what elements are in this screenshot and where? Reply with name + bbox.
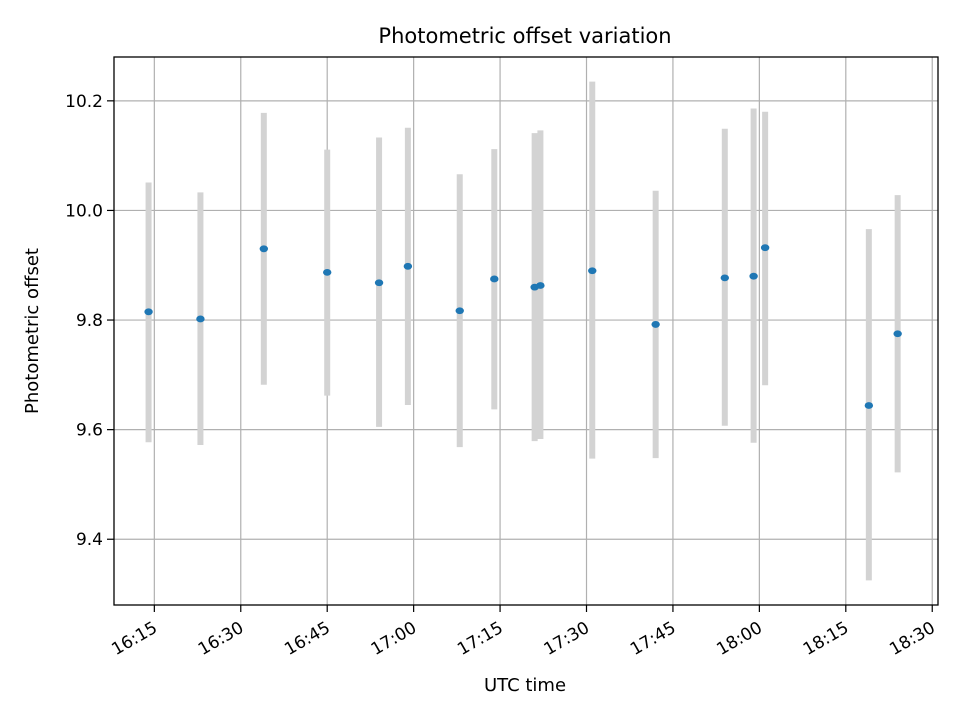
data-point (760, 244, 770, 252)
data-point (455, 307, 464, 315)
data-point (374, 279, 384, 287)
plot-frame (113, 56, 939, 606)
data-point (323, 268, 332, 276)
y-tick-label: 10.0 (65, 201, 103, 221)
data-point (893, 330, 902, 338)
y-tick-label: 10.2 (65, 92, 103, 112)
data-point (490, 275, 499, 283)
data-point (720, 274, 729, 282)
data-point (651, 321, 660, 328)
chart-title: Photometric offset variation (378, 24, 671, 48)
y-axis-ticks: 9.4 9.6 9.8 10.0 10.2 (65, 92, 114, 550)
x-axis-label: UTC time (484, 675, 566, 696)
data-points (144, 244, 902, 409)
data-point (588, 267, 597, 275)
data-point (196, 315, 205, 323)
data-point (403, 262, 413, 270)
data-point (749, 272, 758, 280)
grid (114, 57, 938, 605)
y-tick-label: 9.6 (76, 421, 103, 441)
y-axis-label: Photometric offset (22, 248, 43, 414)
data-point (259, 245, 269, 253)
data-point (864, 402, 874, 409)
data-point (536, 282, 545, 289)
y-tick-label: 9.4 (76, 530, 103, 550)
data-point (144, 308, 153, 316)
y-tick-label: 9.8 (76, 311, 103, 331)
